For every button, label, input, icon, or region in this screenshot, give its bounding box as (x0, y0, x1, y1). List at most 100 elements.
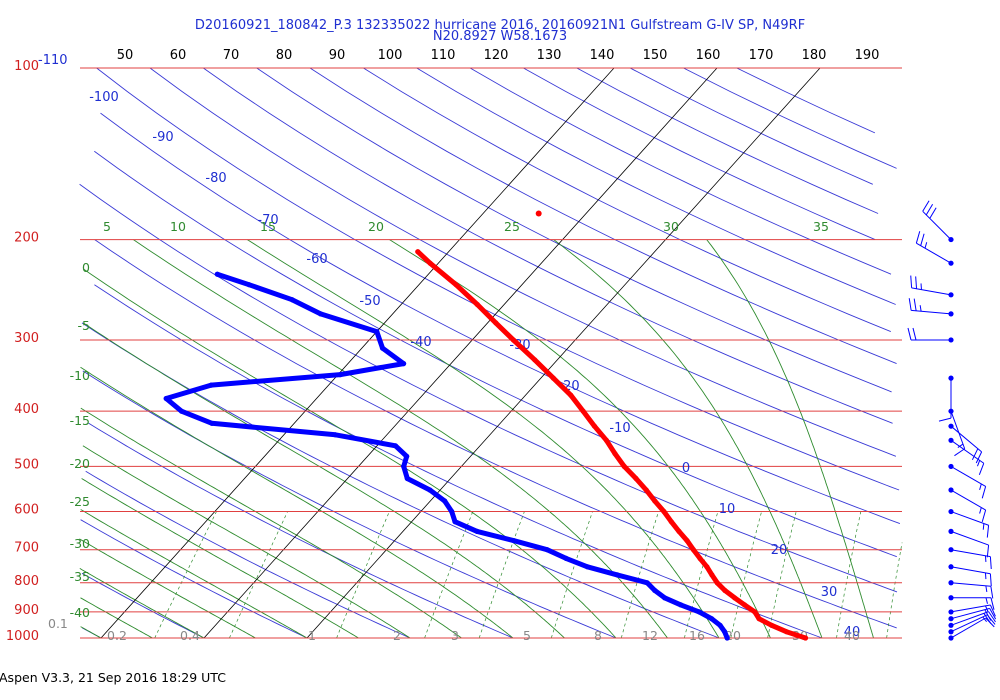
moist-adiabat-label: 15 (260, 219, 276, 234)
dry-adiabat-label: 0 (682, 461, 690, 476)
moist-adiabat-line (80, 366, 514, 639)
wind-barb-flag (938, 417, 952, 422)
dry-adiabat-line (683, 67, 897, 169)
wind-barb-half-flag (985, 597, 988, 604)
mixing-ratio-label: 3 (451, 628, 459, 643)
dewpoint-point (401, 361, 407, 367)
mixing-ratio-line (229, 511, 288, 639)
wind-barb-flag (986, 525, 990, 538)
temperature-point (550, 375, 556, 381)
temperature-point (690, 547, 697, 553)
wind-barb (948, 528, 990, 558)
wind-barb (948, 463, 987, 499)
wind-barb-flag (989, 556, 992, 570)
chart-series (163, 210, 809, 641)
mixing-ratio-label: 2 (393, 628, 401, 643)
dewpoint-point (544, 547, 550, 553)
wind-barb-flag (913, 298, 917, 311)
moist-adiabat-left-label: -15 (70, 413, 90, 428)
wind-barb-half-flag (982, 523, 985, 530)
temperature-point (643, 487, 649, 493)
top-tick-label: 90 (329, 48, 346, 63)
moist-adiabat-line (80, 509, 308, 639)
wind-barb (948, 487, 987, 523)
dry-adiabat-label: -80 (205, 171, 226, 186)
dry-adiabat-line (96, 67, 900, 491)
chart-grid (79, 67, 903, 639)
dewpoint-point (404, 453, 410, 459)
temperature-point (676, 528, 682, 535)
dewpoint-point (474, 528, 480, 535)
dry-adiabat-line (576, 67, 879, 214)
wind-barb-staff (950, 614, 988, 633)
wind-barb (948, 604, 996, 617)
mixing-ratio-label: 5 (523, 628, 531, 643)
dry-adiabat-label: -50 (359, 294, 380, 309)
moist-adiabat-left-label: -10 (70, 368, 90, 383)
moist-adiabat-line (706, 239, 874, 639)
wind-barb-half-flag (976, 460, 981, 467)
dry-adiabat-line (81, 322, 720, 639)
wind-barb-flag (915, 276, 918, 289)
wind-barb (948, 564, 992, 587)
wind-barb-flag (922, 200, 930, 212)
dry-adiabat-line (81, 572, 205, 639)
wind-barb-flag (915, 231, 921, 244)
mixing-ratio-label: 40 (844, 628, 860, 643)
wind-barbs (907, 200, 997, 641)
moist-adiabat-left-label: 0 (82, 260, 90, 275)
dewpoint-point (662, 595, 668, 601)
wind-barb-flag (981, 509, 987, 523)
pressure-tick-label: 600 (14, 503, 39, 518)
wind-barb-flag (920, 233, 925, 246)
dewpoint-point (318, 311, 324, 317)
wind-barb (948, 423, 983, 464)
footer-text: Aspen V3.3, 21 Sep 2016 18:29 UTC (0, 670, 226, 685)
wind-barb-staff (950, 439, 985, 464)
mixing-ratio-line (424, 511, 474, 639)
mixing-ratio-label: 8 (594, 628, 602, 643)
wind-barb-staff (950, 465, 986, 487)
wind-barb-staff (950, 566, 991, 575)
wind-barb-staff (950, 511, 989, 526)
temperature-point (802, 635, 809, 641)
dewpoint-point (696, 609, 702, 615)
temperature-point (742, 602, 748, 608)
moist-adiabat-label: 35 (813, 219, 829, 234)
dry-adiabat-label: 10 (719, 502, 736, 517)
dry-adiabat-line (100, 112, 901, 525)
corner-theta-label: -110 (38, 53, 68, 68)
dry-adiabat-line (309, 67, 897, 365)
moist-adiabat-line (80, 597, 153, 639)
wind-barb-staff (950, 530, 989, 546)
wind-barb-flag (989, 608, 997, 620)
wind-barb (910, 275, 954, 298)
wind-barb-flag (988, 611, 996, 623)
dewpoint-point (563, 555, 569, 562)
dry-adiabat-line (80, 519, 308, 639)
chart-title: D20160921_180842_P.3 132335022 hurricane… (195, 18, 805, 33)
moist-adiabat-left-label: -5 (78, 318, 90, 333)
wind-barb (922, 200, 954, 243)
wind-barb-flag (910, 275, 913, 288)
wind-barb (948, 607, 997, 622)
wind-barb (907, 327, 954, 343)
temperature-point (612, 451, 618, 457)
wind-barb-flag (990, 586, 994, 599)
top-tick-label: 110 (431, 48, 456, 63)
wind-barb-staff (911, 287, 952, 296)
wind-barb-half-flag (985, 585, 988, 592)
temperature-point (704, 564, 710, 570)
pressure-tick-label: 400 (14, 402, 39, 417)
wind-barb-staff (950, 549, 991, 558)
temperature-point (732, 595, 738, 601)
dewpoint-point (214, 271, 220, 277)
moist-adiabat-left-label: -40 (70, 605, 90, 620)
moist-adiabat-left-label: -25 (70, 494, 90, 509)
temperature-point (493, 320, 499, 326)
temperature-point (652, 498, 658, 504)
wind-barb-flag (983, 613, 992, 624)
mixing-ratio-line (336, 511, 390, 639)
wind-barb (915, 231, 954, 266)
